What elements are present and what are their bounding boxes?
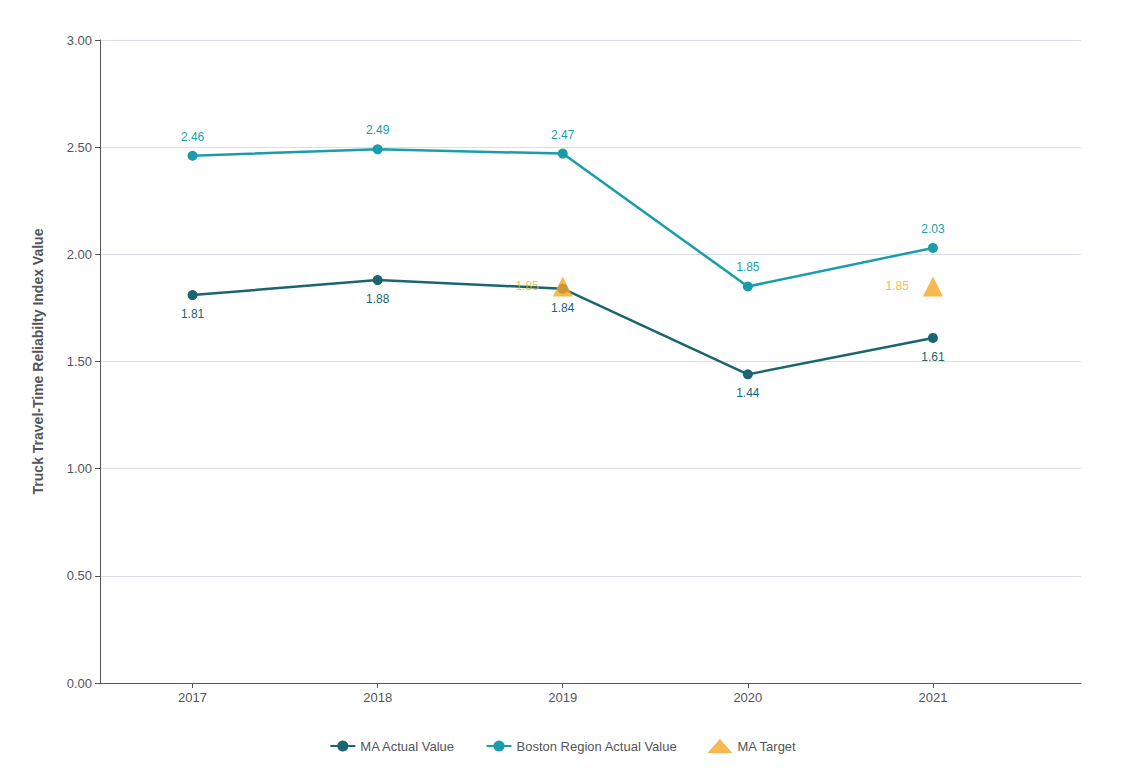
svg-text:1.81: 1.81 <box>181 307 205 321</box>
svg-text:3.00: 3.00 <box>67 33 92 48</box>
svg-text:1.88: 1.88 <box>366 292 390 306</box>
svg-text:2020: 2020 <box>733 690 762 705</box>
svg-text:1.85: 1.85 <box>736 260 760 274</box>
svg-text:1.50: 1.50 <box>67 354 92 369</box>
svg-text:0.50: 0.50 <box>67 568 92 583</box>
svg-text:2.00: 2.00 <box>67 247 92 262</box>
svg-text:MA Target: MA Target <box>737 739 796 754</box>
svg-text:2017: 2017 <box>178 690 207 705</box>
svg-text:Boston Region Actual Value: Boston Region Actual Value <box>516 739 676 754</box>
svg-text:1.00: 1.00 <box>67 461 92 476</box>
svg-text:2.47: 2.47 <box>551 128 575 142</box>
svg-text:2018: 2018 <box>363 690 392 705</box>
svg-text:1.61: 1.61 <box>921 350 945 364</box>
svg-text:2.03: 2.03 <box>921 222 945 236</box>
svg-text:2019: 2019 <box>548 690 577 705</box>
svg-text:Truck Travel-Time Reliabilty I: Truck Travel-Time Reliabilty Index Value <box>30 228 46 494</box>
svg-text:1.44: 1.44 <box>736 386 760 400</box>
svg-text:MA Actual Value: MA Actual Value <box>360 739 454 754</box>
svg-text:1.85: 1.85 <box>886 279 910 293</box>
svg-text:2021: 2021 <box>918 690 947 705</box>
svg-text:0.00: 0.00 <box>67 676 92 691</box>
svg-text:2.46: 2.46 <box>181 130 205 144</box>
svg-text:1.85: 1.85 <box>515 279 539 293</box>
svg-text:2.49: 2.49 <box>366 123 390 137</box>
svg-text:2.50: 2.50 <box>67 140 92 155</box>
svg-text:1.84: 1.84 <box>551 301 575 315</box>
